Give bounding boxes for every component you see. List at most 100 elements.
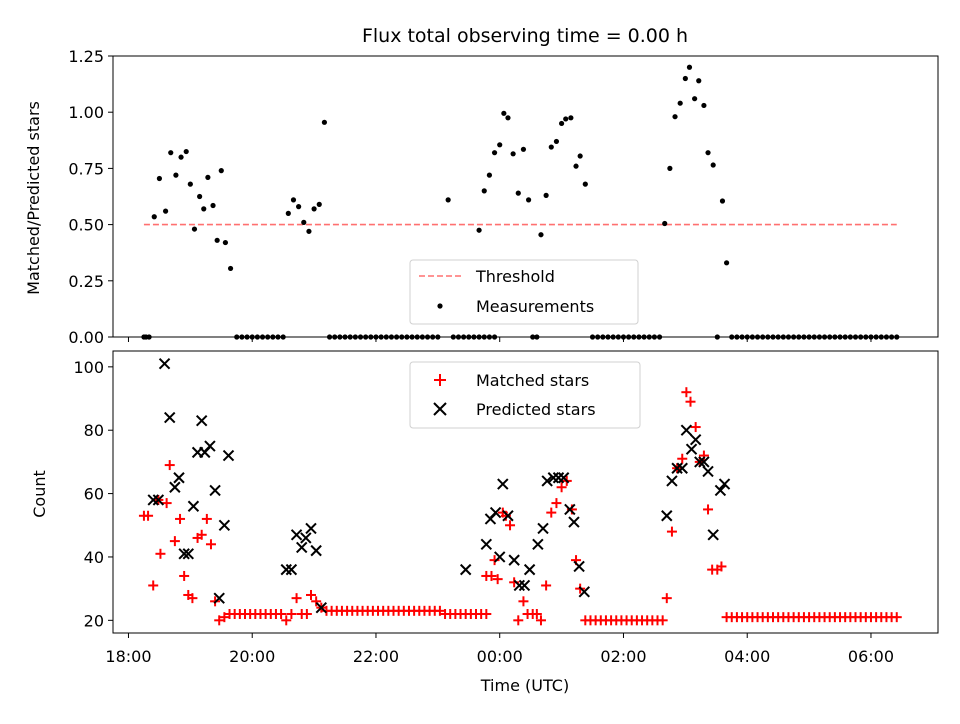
predicted-star-point	[564, 503, 576, 516]
predicted-star-point	[568, 516, 580, 528]
measurement-point	[548, 144, 554, 150]
measurement-point	[662, 220, 668, 227]
matched-star-point	[546, 507, 557, 518]
predicted-star-point	[310, 544, 322, 557]
matched-star-point	[187, 593, 198, 604]
matched-star-point	[306, 589, 316, 600]
predicted-star-point	[698, 456, 710, 468]
measurement-point	[553, 138, 560, 145]
matched-star-point	[677, 453, 688, 464]
matched-star-point	[175, 513, 186, 524]
measurement-point	[573, 163, 579, 169]
matched-star-point	[716, 561, 727, 572]
matched-star-point	[291, 593, 302, 604]
matched-star-point	[143, 510, 154, 521]
predicted-star-point	[518, 579, 531, 592]
predicted-star-point	[494, 551, 506, 563]
bottom-y-tick-label: 60	[84, 485, 104, 504]
matched-star-point	[169, 536, 180, 547]
predicted-star-point	[523, 563, 536, 576]
measurement-point	[183, 148, 189, 155]
matched-star-point	[311, 596, 322, 607]
matched-stars-legend-label: Matched stars	[476, 371, 589, 390]
measurement-point	[162, 208, 169, 214]
top-y-tick-label: 0.25	[68, 272, 104, 291]
matched-star-point	[541, 580, 552, 591]
bottom-x-tick-label: 22:00	[353, 647, 399, 666]
matched-star-point	[155, 548, 166, 559]
bottom-y-tick-label: 100	[73, 358, 104, 377]
matched-star-point	[513, 615, 524, 626]
measurement-point	[156, 175, 163, 182]
matched-star-point	[164, 460, 175, 471]
predicted-star-point	[195, 415, 208, 427]
predicted-star-point	[694, 456, 706, 468]
measurement-point	[705, 150, 711, 156]
measurement-point	[187, 181, 193, 187]
predicted-star-point	[537, 522, 549, 535]
measurement-point	[543, 192, 549, 198]
measurements-legend-label: Measurements	[476, 297, 594, 316]
matched-star-point	[657, 615, 668, 626]
matched-star-point	[196, 529, 207, 540]
matched-star-point	[286, 608, 297, 619]
top-legend: Threshold Measurements	[409, 259, 639, 325]
measurement-point	[214, 237, 220, 243]
top-y-tick-label: 0.50	[68, 216, 104, 235]
bottom-y-tick-label: 80	[84, 421, 104, 440]
matched-star-point	[661, 593, 672, 604]
measurement-point	[218, 168, 224, 174]
matched-star-point	[505, 520, 516, 531]
predicted-star-point	[508, 554, 520, 566]
predicted-star-point	[285, 563, 298, 576]
measurement-point	[445, 197, 451, 203]
measurement-point	[520, 146, 527, 152]
measurement-point	[168, 150, 174, 156]
measurement-point	[558, 120, 565, 127]
matched-star-point	[666, 526, 677, 537]
bottom-x-tick-label: 18:00	[105, 647, 151, 666]
measurement-point	[311, 206, 317, 212]
measurement-point	[476, 227, 482, 233]
measurement-point	[568, 115, 574, 121]
predicted-star-point	[173, 472, 185, 484]
top-y-tick-label: 0.00	[68, 328, 104, 347]
predicted-star-point	[671, 462, 683, 474]
predicted-star-point	[459, 563, 472, 576]
predicted-star-point	[296, 541, 308, 554]
predicted-star-point	[213, 592, 225, 604]
measurement-point	[672, 114, 678, 120]
predicted-star-point	[209, 484, 221, 497]
measurement-point	[525, 197, 532, 203]
bottom-y-axis-label: Count	[30, 470, 49, 518]
predicted-star-point	[178, 548, 190, 560]
matched-star-point	[531, 608, 542, 619]
bottom-y-tick-label: 20	[84, 611, 104, 630]
predicted-star-point	[164, 411, 176, 424]
bottom-plot-frame	[112, 350, 939, 634]
matched-star-point	[205, 539, 216, 550]
top-plot-frame	[112, 55, 939, 338]
predicted-star-point	[147, 494, 159, 506]
bottom-x-tick-label: 02:00	[600, 647, 646, 666]
predicted-star-point	[714, 484, 727, 497]
matched-star-point	[492, 574, 503, 585]
measurement-point	[696, 78, 702, 84]
predicted-star-point	[547, 472, 560, 484]
bottom-x-axis-label: Time (UTC)	[480, 676, 569, 695]
measurement-point	[151, 214, 157, 220]
bottom-x-tick-label: 20:00	[229, 647, 275, 666]
matched-star-point	[434, 605, 445, 616]
predicted-star-point	[300, 532, 312, 544]
predicted-star-point	[676, 462, 688, 474]
predicted-star-point	[169, 481, 181, 493]
measurement-point	[210, 202, 216, 209]
matched-star-point	[703, 504, 714, 515]
predicted-star-point	[573, 560, 585, 573]
measurement-point	[197, 193, 203, 200]
measurement-point	[178, 154, 184, 160]
measurement-point	[321, 119, 328, 125]
predicted-star-point	[532, 538, 544, 550]
matched-star-point	[556, 482, 567, 493]
